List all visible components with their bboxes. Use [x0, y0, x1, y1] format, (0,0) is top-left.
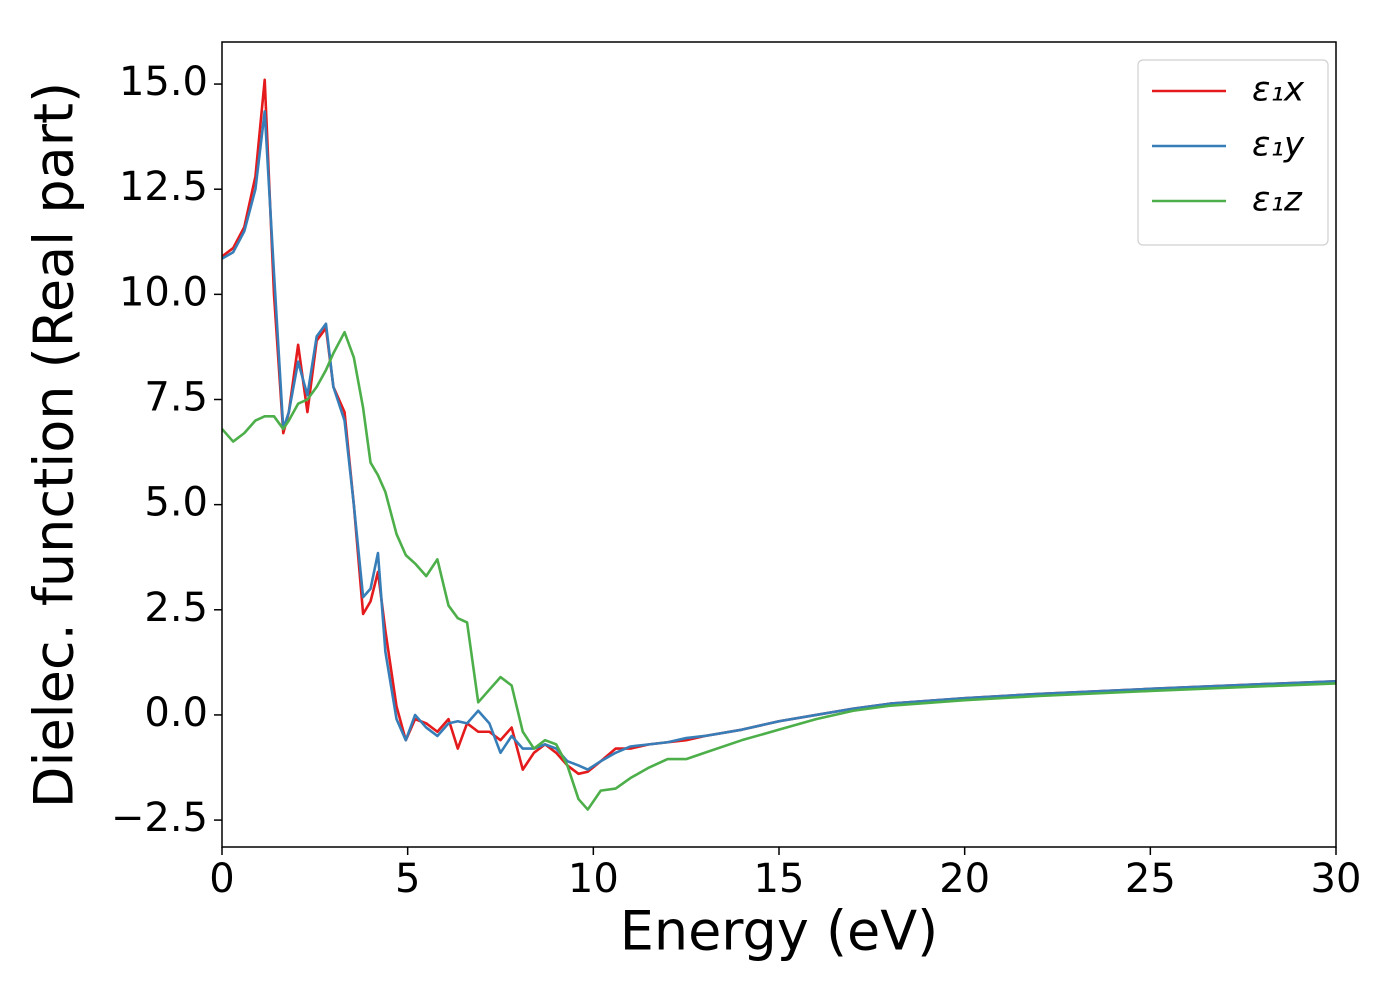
y-tick-label: 15.0: [119, 59, 208, 105]
x-axis-label: Energy (eV): [620, 900, 939, 963]
x-tick-label: 25: [1125, 856, 1176, 902]
y-tick-label: 7.5: [144, 374, 208, 420]
data-line: [222, 110, 1336, 771]
y-tick-label: −2.5: [111, 795, 208, 841]
y-tick-label: 10.0: [119, 269, 208, 315]
y-tick-label: 12.5: [119, 164, 208, 210]
legend-label: ε₁x: [1252, 70, 1305, 110]
plot-frame: [221, 41, 1337, 848]
x-tick-label: 10: [568, 856, 619, 902]
x-tick-label: 5: [395, 856, 420, 902]
y-tick-label: 0.0: [144, 690, 208, 736]
x-tick-label: 30: [1311, 856, 1362, 902]
legend-label: ε₁z: [1252, 180, 1303, 220]
x-tick-label: 0: [209, 856, 234, 902]
x-tick-label: 15: [754, 856, 805, 902]
legend-label: ε₁y: [1252, 125, 1305, 165]
y-axis-label: Dielec. function (Real part): [23, 82, 86, 808]
legend-box: [1137, 59, 1329, 246]
data-line: [222, 330, 1336, 811]
y-tick-label: 2.5: [144, 585, 208, 631]
y-tick-label: 5.0: [144, 480, 208, 526]
x-tick-label: 20: [939, 856, 990, 902]
